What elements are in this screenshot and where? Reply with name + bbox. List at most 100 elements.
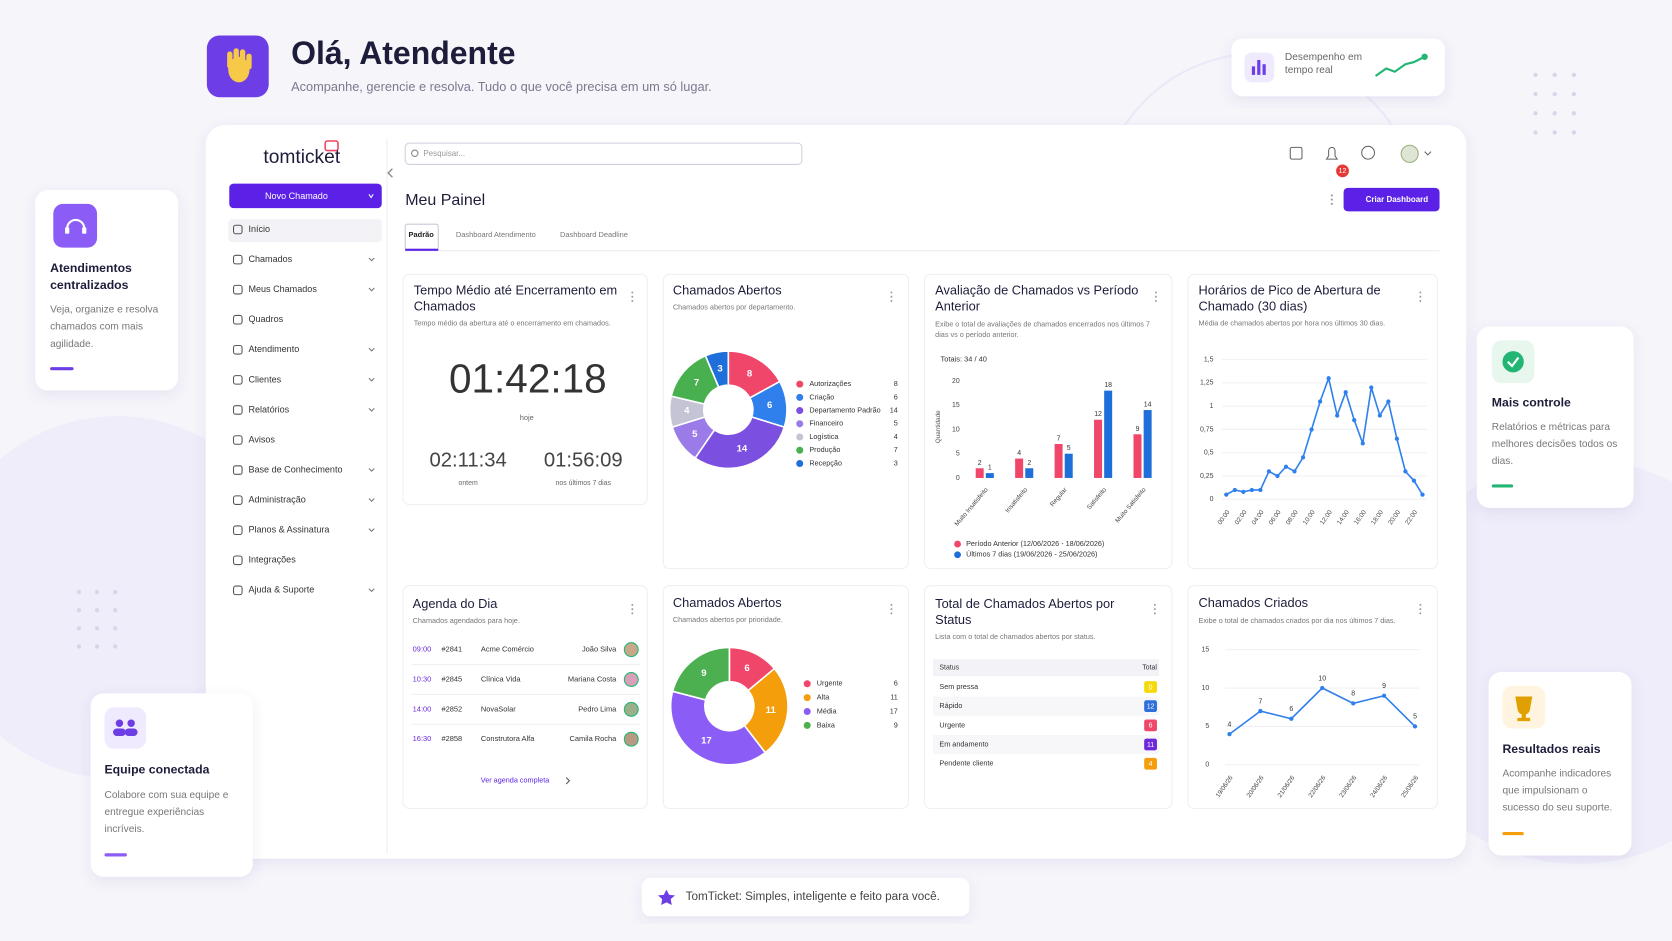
menu-chevron[interactable]: [368, 377, 375, 382]
collapse-icon[interactable]: [387, 168, 393, 178]
agenda-time: 09:00: [413, 645, 432, 654]
menu-item[interactable]: Base de Conhecimento: [248, 464, 342, 474]
menu-item[interactable]: Início: [248, 224, 270, 234]
bar-value-label: 14: [1144, 402, 1152, 409]
menu-item[interactable]: Administração: [248, 495, 305, 505]
feature-bar: [1502, 831, 1524, 836]
widget-menu[interactable]: [1419, 291, 1422, 294]
widget-menu[interactable]: [631, 603, 634, 606]
menu-item[interactable]: Quadros: [248, 314, 283, 324]
menu-chevron[interactable]: [368, 257, 375, 262]
widget-menu[interactable]: [1153, 603, 1156, 606]
hand-icon: [227, 48, 252, 83]
search-placeholder: Pesquisar...: [423, 149, 465, 158]
avatar-chevron[interactable]: [1424, 151, 1432, 156]
button-caret[interactable]: [368, 194, 374, 199]
chart-subtitle: Exibe o total de avaliações de chamados …: [935, 321, 1150, 340]
menu-chevron[interactable]: [368, 407, 375, 412]
menu-item[interactable]: Clientes: [248, 374, 281, 384]
widget-menu[interactable]: [890, 612, 893, 615]
line-point: [1309, 427, 1314, 432]
agenda-avatar: [623, 672, 639, 687]
new-ticket-button[interactable]: [229, 183, 382, 209]
agenda-company: NovaSolar: [481, 704, 516, 713]
widget-menu[interactable]: [1154, 299, 1157, 302]
tab[interactable]: Dashboard Atendimento: [456, 230, 536, 239]
line-point: [1335, 413, 1340, 418]
menu-chevron[interactable]: [368, 468, 375, 472]
search-icon: [411, 149, 419, 157]
chart-title: Avaliação de Chamados vs Período Anterio…: [935, 283, 1138, 314]
menu-chevron[interactable]: [368, 588, 375, 593]
button-label[interactable]: Novo Chamado: [265, 191, 328, 201]
feature-text: Colabore com sua equipe e entregue exper…: [104, 789, 229, 836]
widget-menu[interactable]: [1153, 608, 1156, 611]
widget-menu[interactable]: [890, 295, 893, 298]
widget-menu[interactable]: [631, 608, 634, 611]
avatar[interactable]: [1400, 144, 1419, 163]
status-badge: [1144, 700, 1157, 713]
widget-menu[interactable]: [631, 295, 634, 298]
widget-menu[interactable]: [890, 603, 893, 606]
legend-swatch: [796, 433, 804, 441]
line-point: [1317, 399, 1323, 404]
widget-menu[interactable]: [890, 299, 893, 302]
legend-value: 8: [894, 379, 898, 388]
widget-menu[interactable]: [1153, 612, 1156, 615]
y-tick-label: 0: [1210, 496, 1214, 503]
widget-menu[interactable]: [631, 299, 634, 302]
status-name: Pendente cliente: [939, 759, 993, 768]
menu-item[interactable]: Chamados: [248, 254, 292, 264]
widget-menu[interactable]: [890, 608, 893, 611]
menu-item[interactable]: Ajuda & Suporte: [248, 585, 314, 595]
chat-icon[interactable]: [1361, 145, 1376, 160]
menu-chevron[interactable]: [368, 498, 375, 502]
menu-icon: [232, 314, 243, 325]
feature-title: Atendimentos centralizados: [50, 262, 132, 292]
status-name: Urgente: [939, 720, 965, 729]
y-tick-label: 10: [1202, 685, 1210, 692]
timer-label: nos últimos 7 dias: [556, 480, 612, 487]
widget-menu[interactable]: [890, 291, 893, 294]
widget-menu[interactable]: [1419, 299, 1422, 302]
menu-item[interactable]: Atendimento: [248, 344, 299, 354]
search-box[interactable]: [404, 142, 803, 165]
menu-chevron[interactable]: [368, 347, 375, 352]
widget-menu[interactable]: [1419, 608, 1422, 611]
widget-menu[interactable]: [1419, 612, 1422, 615]
feature-title: Atendimentos centralizados: [50, 262, 132, 292]
bar: [1143, 410, 1152, 478]
link-chevron[interactable]: [565, 777, 571, 785]
menu-item[interactable]: Avisos: [248, 434, 275, 444]
menu-chevron[interactable]: [368, 287, 375, 292]
kebab-icon[interactable]: [1330, 194, 1333, 205]
widget-menu[interactable]: [631, 291, 634, 294]
bell-icon[interactable]: [1325, 146, 1339, 160]
calendar-icon[interactable]: [1289, 146, 1303, 160]
widget-menu[interactable]: [1154, 291, 1157, 294]
menu-item[interactable]: Meus Chamados: [248, 284, 317, 294]
agenda-person: João Silva: [582, 645, 617, 654]
widget-menu[interactable]: [1154, 295, 1157, 298]
status-badge: [1144, 757, 1157, 770]
widget-menu[interactable]: [1419, 603, 1422, 606]
menu-chevron[interactable]: [368, 528, 375, 533]
button-label[interactable]: Criar Dashboard: [1366, 195, 1429, 204]
widget-menu[interactable]: [631, 612, 634, 615]
menu-item[interactable]: Relatórios: [248, 404, 289, 414]
legend-value: 11: [890, 693, 898, 702]
legend-label: Logística: [809, 432, 839, 441]
create-dashboard-button[interactable]: [1343, 187, 1440, 212]
widget-menu[interactable]: [1419, 295, 1422, 298]
timer-value: 02:11:34: [429, 449, 506, 471]
agenda-link[interactable]: Ver agenda completa: [481, 776, 550, 785]
line-point: [1351, 701, 1356, 706]
widget-title: Tempo Médio até Encerramento em Chamados: [413, 282, 618, 314]
widget-subtitle: Chamados agendados para hoje.: [412, 617, 520, 626]
legend-swatch: [803, 694, 811, 702]
menu-item[interactable]: Integrações: [248, 555, 296, 565]
tab[interactable]: Dashboard Deadline: [560, 230, 628, 239]
tab[interactable]: Padrão: [409, 230, 435, 239]
menu-item[interactable]: Planos & Assinatura: [248, 525, 330, 535]
line-point: [1320, 685, 1325, 691]
